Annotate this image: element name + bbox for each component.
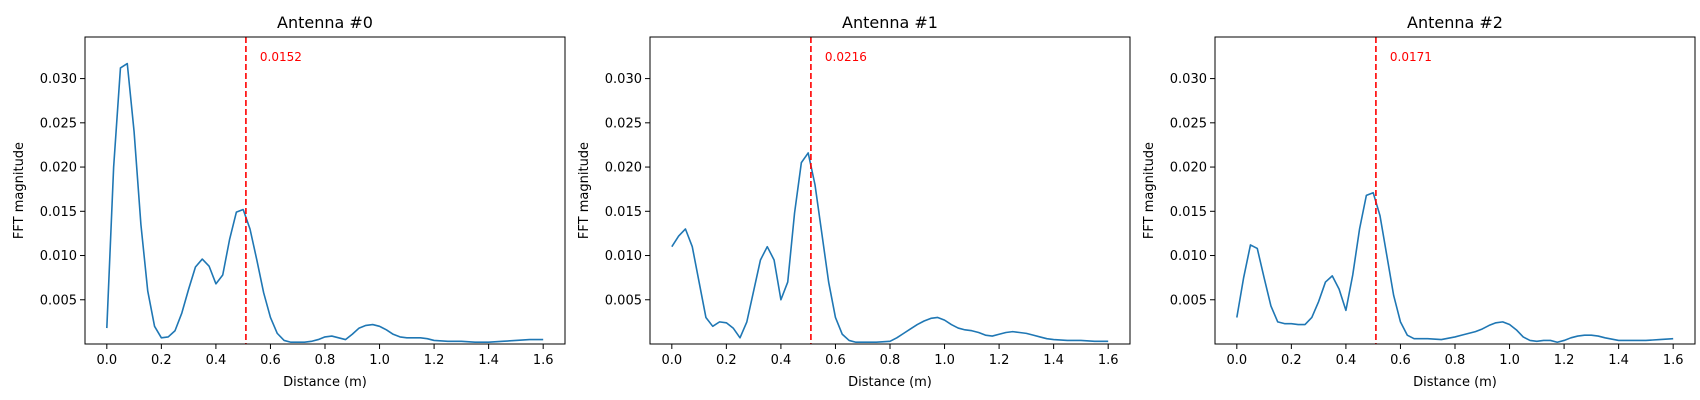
series-line-0 <box>106 62 544 344</box>
x-tick-label: 1.6 <box>533 353 554 368</box>
x-tick-label: 1.4 <box>1043 353 1064 368</box>
annotation-label: 0.0171 <box>1390 50 1432 64</box>
y-tick-label: 0.015 <box>1170 205 1207 220</box>
y-axis-label: FFT magnitude <box>577 142 592 239</box>
x-tick-label: 0.6 <box>260 353 281 368</box>
y-tick-label: 0.020 <box>605 161 642 176</box>
x-tick-label: 0.2 <box>1281 353 1302 368</box>
chart-panel-0: Antenna #0 0.0152 0.0 0.2 0.4 0.6 0.8 1.0 1.2 1.4… <box>12 13 566 390</box>
x-tick-label: 1.0 <box>1499 353 1520 368</box>
y-tick-label: 0.005 <box>1170 293 1207 308</box>
x-tick-label: 0.2 <box>716 353 737 368</box>
x-tick-label: 0.8 <box>1445 353 1466 368</box>
plot-frame <box>84 36 566 345</box>
y-tick-label: 0.010 <box>605 249 642 264</box>
chart-panel-2: Antenna #2 0.0171 0.0 0.2 0.4 0.6 0.8 1.0 1.2 1.4… <box>1142 13 1696 390</box>
x-tick-label: 1.2 <box>424 353 445 368</box>
y-tick-label: 0.010 <box>1170 249 1207 264</box>
x-tick-label: 0.6 <box>1390 353 1411 368</box>
x-tick-label: 0.8 <box>880 353 901 368</box>
x-tick-label: 1.4 <box>1608 353 1629 368</box>
plot-frame <box>649 36 1131 345</box>
y-tick-label: 0.005 <box>605 293 642 308</box>
x-tick-label: 0.8 <box>315 353 336 368</box>
x-tick-label: 1.6 <box>1663 353 1684 368</box>
y-tick-label: 0.030 <box>1170 72 1207 87</box>
y-tick-label: 0.025 <box>40 116 77 131</box>
series-line-0 <box>1236 191 1674 344</box>
x-tick-label: 1.2 <box>1554 353 1575 368</box>
x-tick-label: 1.6 <box>1098 353 1119 368</box>
y-tick-label: 0.025 <box>605 116 642 131</box>
chart-panel-1: Antenna #1 0.0216 0.0 0.2 0.4 0.6 0.8 1.0 1.2 1.4… <box>577 13 1131 390</box>
x-tick-label: 1.4 <box>478 353 499 368</box>
x-axis-label: Distance (m) <box>283 375 367 390</box>
x-tick-label: 0.2 <box>151 353 172 368</box>
y-tick-label: 0.030 <box>605 72 642 87</box>
series-line-0 <box>671 152 1109 344</box>
y-axis-label: FFT magnitude <box>12 142 27 239</box>
y-tick-label: 0.005 <box>40 293 77 308</box>
x-tick-label: 0.0 <box>96 353 117 368</box>
x-tick-label: 0.6 <box>825 353 846 368</box>
x-tick-label: 1.0 <box>369 353 390 368</box>
chart-title: Antenna #2 <box>1407 13 1503 32</box>
y-tick-label: 0.015 <box>605 205 642 220</box>
x-tick-label: 1.0 <box>934 353 955 368</box>
y-tick-label: 0.015 <box>40 205 77 220</box>
y-axis-label: FFT magnitude <box>1142 142 1157 239</box>
y-tick-label: 0.025 <box>1170 116 1207 131</box>
x-tick-label: 0.4 <box>771 353 792 368</box>
annotation-label: 0.0216 <box>825 50 867 64</box>
x-tick-label: 0.4 <box>1336 353 1357 368</box>
chart-title: Antenna #1 <box>842 13 938 32</box>
x-tick-label: 0.0 <box>1226 353 1247 368</box>
x-tick-label: 0.4 <box>206 353 227 368</box>
y-tick-label: 0.020 <box>1170 161 1207 176</box>
x-tick-label: 1.2 <box>989 353 1010 368</box>
plot-frame <box>1214 36 1696 345</box>
x-tick-label: 0.0 <box>661 353 682 368</box>
annotation-label: 0.0152 <box>260 50 302 64</box>
x-axis-label: Distance (m) <box>1413 375 1497 390</box>
x-axis-label: Distance (m) <box>848 375 932 390</box>
y-tick-label: 0.020 <box>40 161 77 176</box>
chart-title: Antenna #0 <box>277 13 373 32</box>
y-tick-label: 0.010 <box>40 249 77 264</box>
y-tick-label: 0.030 <box>40 72 77 87</box>
